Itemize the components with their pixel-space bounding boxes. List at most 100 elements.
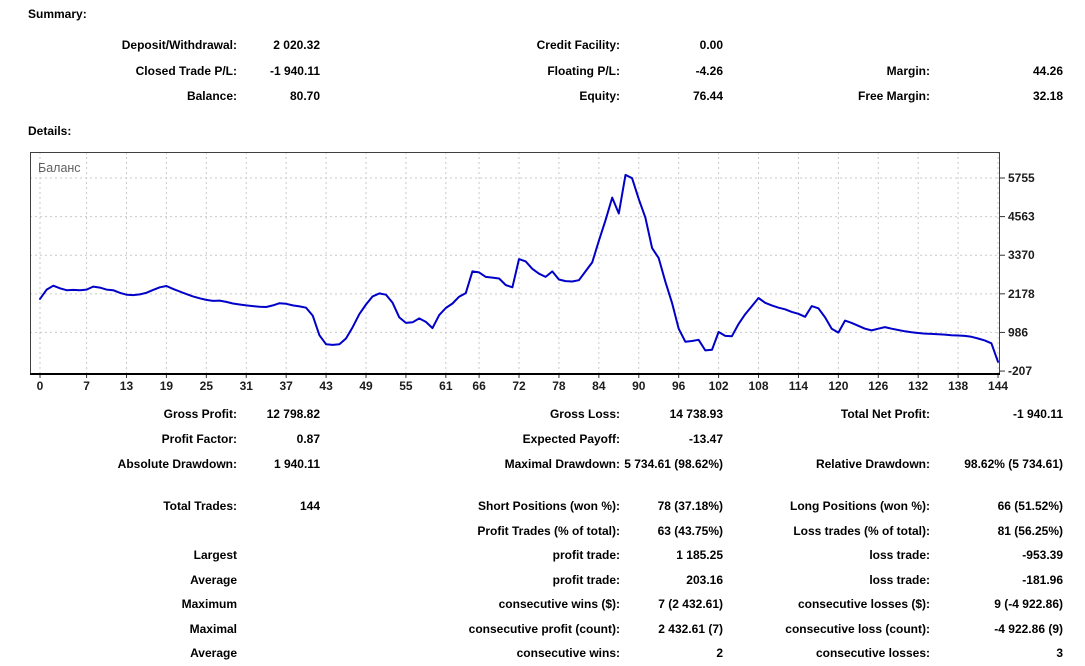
y-axis-label: 5755 — [1008, 171, 1035, 185]
label-col1: Absolute Drawdown: — [117, 457, 237, 471]
x-axis-label: 55 — [399, 379, 413, 393]
label-col2: Short Positions (won %): — [478, 499, 620, 513]
stat-row: Absolute Drawdown: 1 940.11 Maximal Drawdo… — [0, 452, 1063, 477]
label-col3: Relative Drawdown: — [815, 457, 930, 471]
stat-row: Gross Profit: 12 798.82 Gross Loss: 14 738.… — [0, 402, 1063, 427]
value-col2: 78 (37.18%) — [657, 499, 723, 513]
x-axis-label: 84 — [592, 379, 606, 393]
value-col3: -1 940.11 — [1012, 407, 1063, 421]
label-col2: Floating P/L: — [547, 63, 620, 78]
x-axis-label: 31 — [240, 379, 254, 393]
label-col2: Gross Loss: — [549, 407, 620, 421]
value-col3: 98.62% (5 734.61) — [964, 457, 1063, 471]
value-col3 — [930, 33, 1063, 59]
label-col3: consecutive loss (count): — [785, 621, 930, 636]
plot-background — [30, 152, 1000, 374]
value-col2: 76.44 — [692, 89, 723, 103]
value-col1: 0.87 — [296, 432, 320, 446]
value-col1: 2 020.32 — [273, 38, 320, 52]
x-axis-label: 102 — [709, 379, 729, 393]
label-col1: Balance: — [186, 89, 237, 103]
value-col1 — [237, 568, 320, 593]
label-col1: Closed Trade P/L: — [135, 63, 237, 78]
balance-chart: 0 7 13 19 25 31 37 43 49 55 61 66 72 78 84 90 96 102 108 11… — [30, 152, 1050, 395]
label-col2: consecutive wins ($): — [498, 597, 620, 611]
y-axis-label: 3370 — [1008, 248, 1035, 262]
x-axis-label: 61 — [439, 379, 453, 393]
y-axis-label: 986 — [1008, 325, 1028, 339]
label-col3: Long Positions (won %): — [790, 499, 930, 513]
value-col3: -4 922.86 (9) — [994, 621, 1063, 636]
details-heading: Details: — [28, 124, 72, 138]
stat-row: Deposit/Withdrawal: 2 020.32 Credit Facili… — [0, 33, 1063, 59]
value-col2: 7 (2 432.61) — [658, 597, 723, 611]
label-col1: Gross Profit: — [163, 407, 237, 421]
value-col1 — [237, 543, 320, 568]
x-axis-label: 114 — [789, 379, 809, 393]
y-axis-label: -207 — [1008, 364, 1032, 378]
stat-row: Profit Factor: 0.87 Expected Payoff: -13.47 — [0, 427, 1063, 452]
x-axis-label: 72 — [512, 379, 526, 393]
x-axis-label: 0 — [37, 379, 44, 393]
x-axis-label: 19 — [160, 379, 174, 393]
label-col1: Deposit/Withdrawal: — [121, 38, 237, 52]
y-axis-label: 2178 — [1008, 287, 1035, 301]
label-col3: consecutive losses ($): — [797, 597, 930, 611]
value-col3: -181.96 — [1022, 572, 1063, 587]
x-axis-label: 66 — [472, 379, 486, 393]
label-col2: consecutive profit (count): — [468, 621, 620, 636]
label-col3: consecutive losses: — [815, 646, 930, 660]
value-col2: 2 — [716, 646, 723, 660]
label-col2: Expected Payoff: — [522, 432, 620, 446]
value-col2: 63 (43.75%) — [657, 523, 723, 538]
stat-row: Total Trades: 144 Short Positions (won %):… — [0, 494, 1063, 519]
x-axis-label: 90 — [632, 379, 646, 393]
x-axis-label: 132 — [908, 379, 928, 393]
balance-chart-svg: 0 7 13 19 25 31 37 43 49 55 61 66 72 78 84 90 96 102 108 11… — [30, 152, 1035, 393]
value-col3: 3 — [1056, 646, 1063, 660]
value-col2: 1 185.25 — [676, 548, 723, 562]
x-axis-label: 126 — [868, 379, 888, 393]
value-col2: -13.47 — [688, 432, 723, 446]
x-axis-label: 49 — [359, 379, 373, 393]
value-col1: -1 940.11 — [269, 63, 320, 78]
label-col1: Average — [190, 646, 237, 660]
chart-title: Баланс — [38, 161, 81, 175]
stat-row: Profit Trades (% of total): 63 (43.75%) Lo… — [0, 519, 1063, 544]
value-col1: 80.70 — [289, 89, 320, 103]
label-col3 — [723, 33, 930, 59]
label-col2: Profit Trades (% of total): — [477, 523, 620, 538]
x-axis-label: 120 — [828, 379, 848, 393]
summary-heading: Summary: — [28, 7, 87, 21]
value-col1 — [237, 592, 320, 617]
value-col1: 144 — [299, 499, 320, 513]
value-col3: 44.26 — [1032, 63, 1063, 78]
y-axis-label: 4563 — [1008, 210, 1035, 224]
x-axis-label: 108 — [749, 379, 769, 393]
summary-table: Deposit/Withdrawal: 2 020.32 Credit Facili… — [0, 33, 1063, 110]
label-col2: Equity: — [579, 89, 620, 103]
label-col2: Credit Facility: — [536, 38, 620, 52]
x-axis-label: 7 — [83, 379, 90, 393]
value-col1: 1 940.11 — [273, 457, 320, 471]
x-axis-label: 144 — [988, 379, 1008, 393]
label-col2: profit trade: — [552, 548, 620, 562]
x-axis-label: 13 — [120, 379, 134, 393]
value-col1 — [237, 641, 320, 666]
label-col1: Maximal — [189, 621, 237, 636]
value-col2: 0.00 — [699, 38, 723, 52]
details-stats-table: Gross Profit: 12 798.82 Gross Loss: 14 738.… — [0, 402, 1063, 477]
stat-row: Average profit trade: 203.16 loss trade: -18… — [0, 568, 1063, 593]
x-axis-label: 25 — [200, 379, 214, 393]
label-col3 — [723, 427, 930, 452]
stat-row: Maximum consecutive wins ($): 7 (2 432.61)… — [0, 592, 1063, 617]
label-col3: Total Net Profit: — [840, 407, 930, 421]
label-col1: Maximum — [181, 597, 237, 611]
value-col3: -953.39 — [1022, 548, 1063, 562]
value-col3 — [930, 427, 1063, 452]
value-col1 — [237, 519, 320, 544]
value-col3: 32.18 — [1032, 89, 1063, 103]
label-col1: Profit Factor: — [161, 432, 237, 446]
value-col2: -4.26 — [695, 63, 723, 78]
